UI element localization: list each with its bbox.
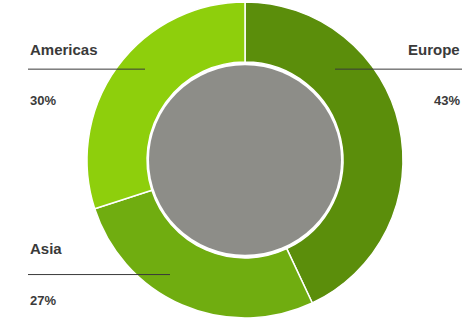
svg-text:27%: 27% bbox=[30, 293, 56, 308]
svg-text:Americas: Americas bbox=[30, 41, 98, 58]
svg-text:Europe: Europe bbox=[408, 41, 460, 58]
svg-text:30%: 30% bbox=[30, 93, 56, 108]
svg-text:43%: 43% bbox=[434, 93, 460, 108]
svg-text:Asia: Asia bbox=[30, 240, 62, 257]
